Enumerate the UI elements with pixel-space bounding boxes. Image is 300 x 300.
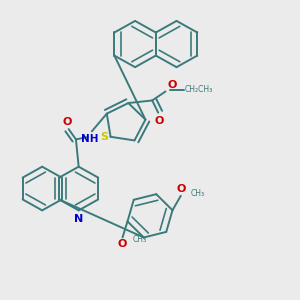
Text: CH₃: CH₃ xyxy=(133,235,147,244)
Text: S: S xyxy=(100,132,109,142)
Text: O: O xyxy=(118,239,127,249)
Text: NH: NH xyxy=(81,134,99,144)
Text: N: N xyxy=(74,214,83,224)
Text: O: O xyxy=(155,116,164,126)
Text: CH₃: CH₃ xyxy=(191,189,205,198)
Text: CH₂CH₃: CH₂CH₃ xyxy=(185,85,213,94)
Text: O: O xyxy=(176,184,185,194)
Text: O: O xyxy=(62,116,72,127)
Text: O: O xyxy=(167,80,176,90)
